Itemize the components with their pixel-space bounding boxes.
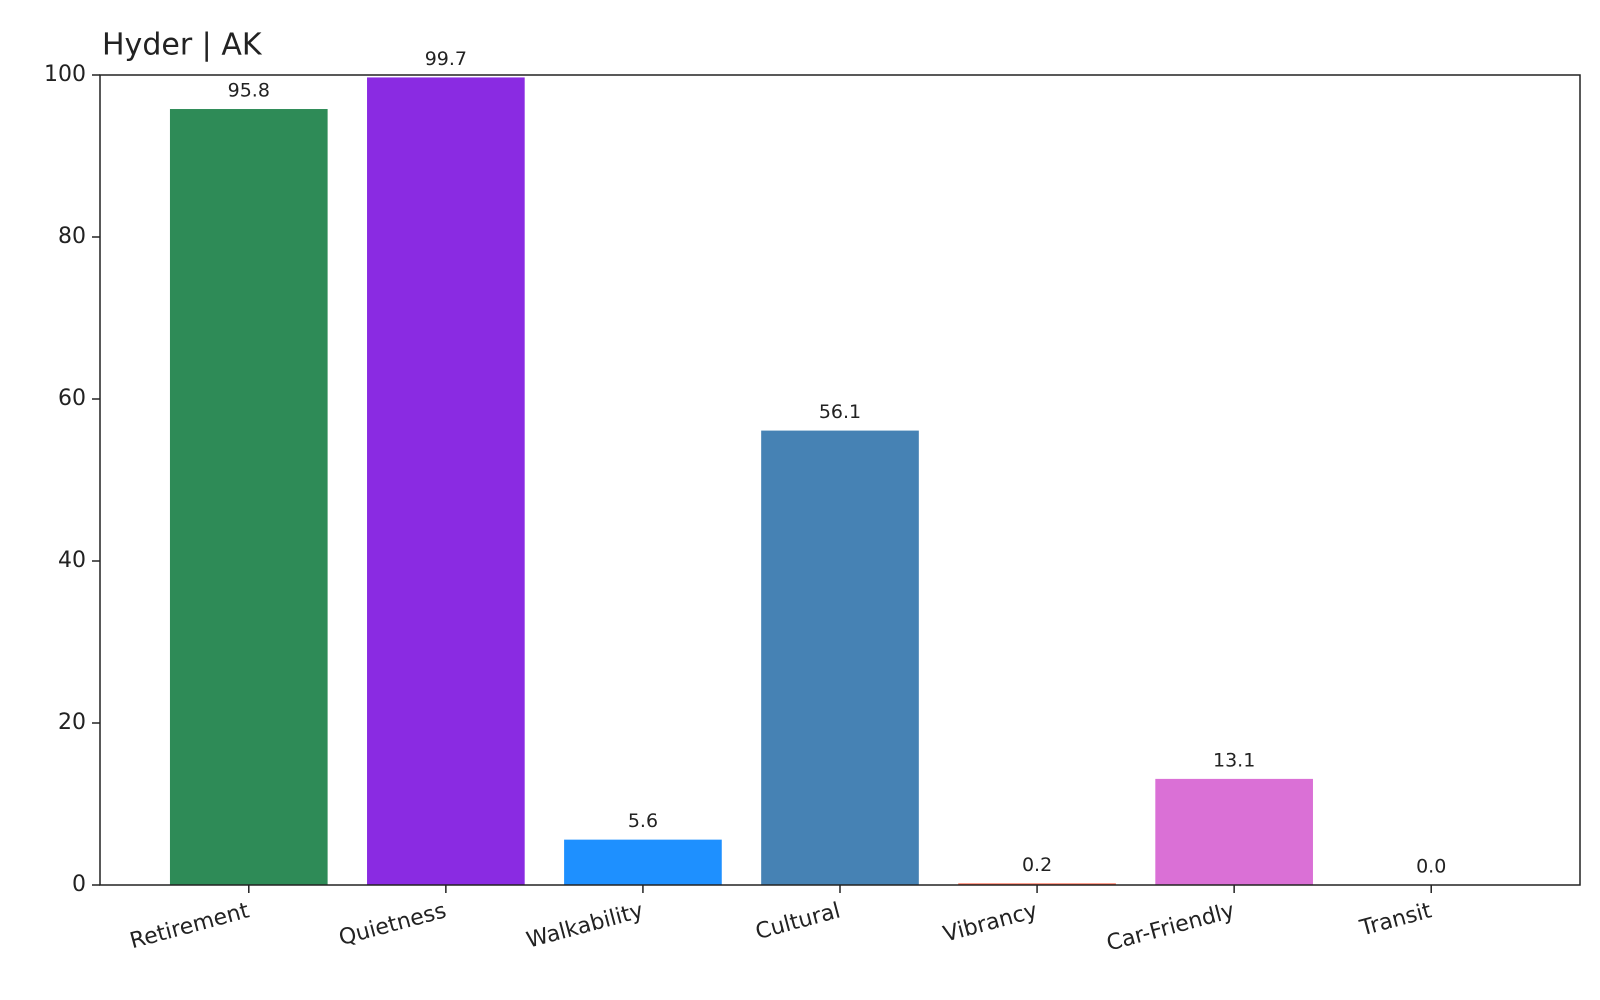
y-tick-label: 60 [58,386,86,411]
y-tick-label: 0 [72,872,86,897]
bar [1155,778,1313,885]
plot-frame [99,74,1581,886]
value-label: 0.0 [1416,856,1446,878]
y-tick-label: 40 [58,548,86,573]
y-tick-label: 80 [58,224,86,249]
bar [367,77,525,886]
x-tick-label: Transit [1356,898,1434,941]
bar [958,883,1116,885]
value-label: 0.2 [1022,854,1052,876]
bar [761,430,919,885]
x-tick-label: Quietness [336,898,449,951]
value-label: 13.1 [1213,749,1255,771]
value-label: 99.7 [425,48,467,70]
x-tick-label: Walkability [524,898,646,953]
chart-title: Hyder | AK [102,28,263,63]
y-tick-label: 20 [58,710,86,735]
x-tick-label: Retirement [127,898,252,954]
bar [564,839,722,885]
value-label: 95.8 [228,80,270,102]
value-label: 5.6 [628,810,658,832]
x-tick-label: Vibrancy [941,898,1040,947]
y-tick-label: 100 [44,62,86,87]
x-tick-label: Car-Friendly [1104,898,1237,956]
value-label: 56.1 [819,401,861,423]
bar [169,109,328,885]
x-tick-label: Cultural [753,898,843,945]
